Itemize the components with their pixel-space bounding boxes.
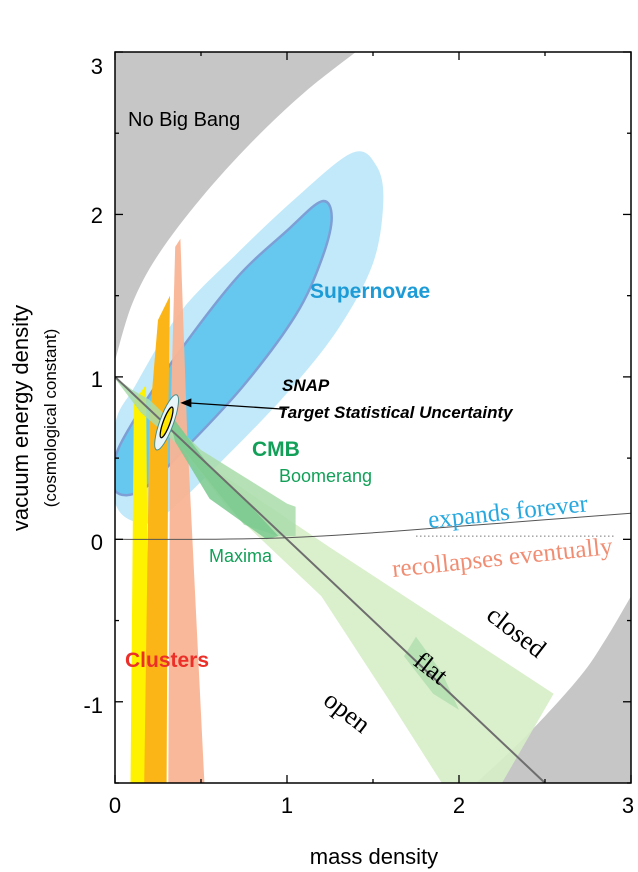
boomerang-label: Boomerang: [279, 466, 372, 486]
y-tick-label-3: 3: [91, 54, 103, 79]
snap-label-line1: SNAP: [282, 376, 330, 395]
snap-label-line2: Target Statistical Uncertainty: [278, 403, 514, 422]
y-tick-label-0: 0: [91, 530, 103, 555]
snap-inner-ellipse: [159, 406, 174, 439]
cmb-maxima-region: [166, 409, 279, 540]
y-tick-label-1: 1: [91, 367, 103, 392]
y-tick-label-2: 2: [91, 203, 103, 228]
open-label: open: [318, 685, 376, 739]
maxima-label: Maxima: [209, 546, 273, 566]
snap-arrow: [188, 402, 288, 411]
closed-region: [476, 596, 631, 783]
flat-universe-line: [115, 376, 546, 783]
x-axis-label: mass density: [310, 844, 438, 869]
expands-forever-label: expands forever: [427, 490, 590, 534]
y-axis-label: vacuum energy density: [8, 305, 33, 531]
x-tick-label-0: 0: [109, 793, 121, 818]
clusters-salmon-band: [168, 238, 205, 783]
x-tick-label-3: 3: [622, 793, 634, 818]
recollapses-eventually-label: recollapses eventually: [391, 533, 615, 583]
x-tick-label-2: 2: [453, 793, 465, 818]
axis-ticks: [114, 51, 632, 784]
y-tick-label-neg1: -1: [83, 693, 103, 718]
expands-boundary-line: [115, 512, 631, 540]
snap-arrowhead: [180, 398, 192, 408]
clusters-label: Clusters: [125, 649, 209, 672]
supernovae-label: Supernovae: [310, 280, 430, 303]
cmb-flat-diamond: [404, 636, 459, 710]
clusters-yellow-band: [130, 385, 150, 783]
no-big-bang-region: [115, 52, 356, 361]
cmb-label: CMB: [252, 438, 300, 461]
cmb-boomerang-region: [115, 376, 296, 537]
x-tick-label-1: 1: [281, 793, 293, 818]
no-big-bang-label: No Big Bang: [128, 109, 240, 131]
y-axis-sublabel: (cosmological constant): [41, 329, 60, 508]
